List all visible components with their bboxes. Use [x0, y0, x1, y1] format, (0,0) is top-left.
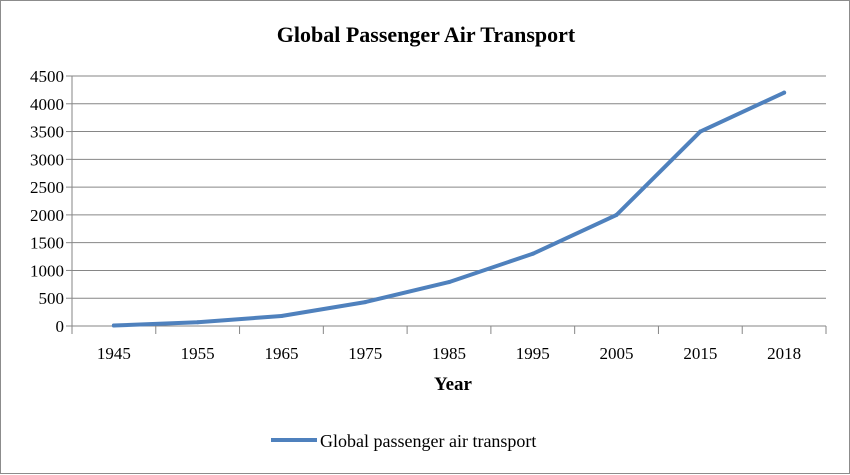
y-tick-label: 4000 [30, 95, 64, 114]
chart-title: Global Passenger Air Transport [277, 22, 576, 47]
y-tick-label: 3000 [30, 150, 64, 169]
data-point [195, 320, 200, 325]
data-point [614, 212, 619, 217]
y-tick-label: 2000 [30, 206, 64, 225]
y-tick-label: 1000 [30, 261, 64, 280]
x-tick-label: 2018 [767, 344, 801, 363]
data-point [111, 323, 116, 328]
x-tick-label: 1985 [432, 344, 466, 363]
data-point [782, 90, 787, 95]
x-tick-label: 1975 [348, 344, 382, 363]
data-point [698, 129, 703, 134]
x-tick-label: 1995 [516, 344, 550, 363]
series-line [111, 90, 787, 328]
y-tick-label: 4500 [30, 67, 64, 86]
y-tick-label: 500 [39, 289, 65, 308]
series-layer [111, 90, 787, 328]
y-axis-ticks: 0 500 1000 1500 2000 2500 3000 3500 4000 4500 [30, 67, 72, 336]
x-tick-label: 2015 [683, 344, 717, 363]
data-point [363, 300, 368, 305]
data-point [279, 314, 284, 318]
legend-label: Global passenger air transport [320, 431, 536, 451]
y-tick-label: 3500 [30, 123, 64, 142]
x-tick-label: 1965 [264, 344, 298, 363]
axes [71, 76, 826, 327]
gridlines [72, 75, 826, 299]
data-point [530, 251, 535, 256]
data-point [447, 280, 451, 285]
legend: Global passenger air transport [271, 431, 536, 451]
x-tick-label: 1945 [97, 344, 131, 363]
x-tick-label: 2005 [600, 344, 634, 363]
x-axis-title: Year [434, 374, 473, 395]
x-tick-label: 1955 [181, 344, 215, 363]
y-tick-label: 1500 [30, 234, 64, 253]
x-axis-ticks: 1945 1955 1965 1975 1985 1995 2005 2015 2018 [71, 326, 827, 363]
y-tick-label: 2500 [30, 178, 64, 197]
y-tick-label: 0 [56, 317, 65, 336]
